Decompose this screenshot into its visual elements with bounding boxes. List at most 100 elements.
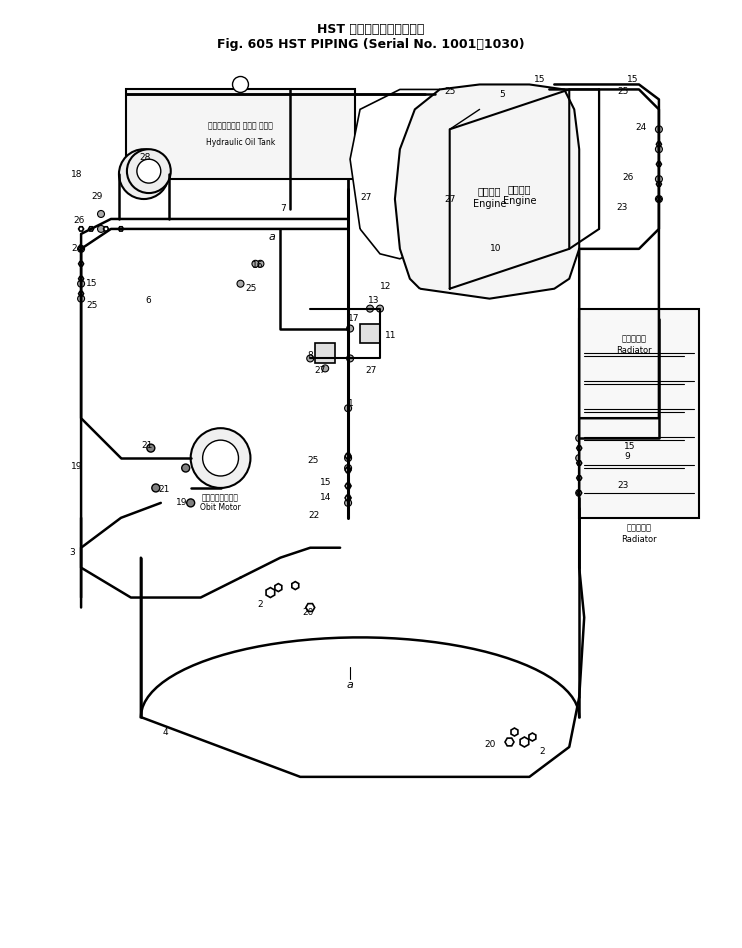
Text: 14: 14 [321, 493, 332, 502]
Text: 16: 16 [252, 262, 264, 270]
Bar [126, 89, 355, 179]
Text: 26: 26 [622, 173, 634, 182]
Text: オービットモータ: オービットモータ [202, 493, 239, 502]
Bar [580, 319, 689, 498]
Text: 12: 12 [380, 283, 391, 291]
Text: 20: 20 [485, 740, 496, 750]
Text: 6: 6 [146, 296, 151, 305]
Text: 24: 24 [71, 245, 82, 253]
Circle shape [347, 325, 354, 332]
Circle shape [322, 365, 329, 372]
Text: 10: 10 [490, 245, 501, 253]
Circle shape [78, 295, 85, 302]
Text: 25: 25 [86, 301, 97, 310]
Circle shape [655, 195, 663, 203]
Text: 22: 22 [308, 511, 320, 520]
Circle shape [306, 355, 314, 362]
Text: 25: 25 [444, 87, 456, 96]
Circle shape [576, 489, 582, 497]
Text: 3: 3 [69, 548, 75, 557]
Text: 9: 9 [624, 451, 630, 461]
Text: a: a [347, 681, 353, 690]
Circle shape [119, 149, 168, 199]
Text: 28: 28 [139, 153, 150, 162]
Circle shape [191, 428, 251, 488]
Text: 15: 15 [627, 75, 639, 84]
Text: Hydraulic Oil Tank: Hydraulic Oil Tank [206, 137, 275, 147]
Circle shape [367, 305, 373, 312]
Text: 15: 15 [86, 280, 97, 288]
Circle shape [344, 455, 352, 462]
Circle shape [344, 405, 352, 411]
Circle shape [376, 305, 384, 312]
Text: ハイドロリック オイル タンク: ハイドロリック オイル タンク [208, 121, 273, 131]
Circle shape [252, 261, 259, 267]
Circle shape [456, 191, 463, 197]
PathPatch shape [350, 89, 459, 259]
Text: 25: 25 [246, 284, 257, 293]
Circle shape [344, 465, 352, 471]
Text: ラジエータ: ラジエータ [622, 334, 646, 343]
Text: 4: 4 [162, 727, 168, 737]
Circle shape [182, 464, 190, 472]
Text: ラジエータ: ラジエータ [626, 523, 651, 532]
Text: 23: 23 [617, 482, 628, 490]
Text: 19: 19 [71, 462, 82, 470]
Text: 20: 20 [302, 608, 314, 617]
Circle shape [137, 159, 161, 183]
Text: a: a [269, 232, 276, 242]
Circle shape [655, 146, 663, 153]
Circle shape [232, 77, 249, 93]
Circle shape [147, 444, 155, 452]
Circle shape [257, 261, 264, 267]
Circle shape [78, 281, 85, 287]
Text: 19: 19 [176, 499, 187, 507]
Text: Engine: Engine [473, 199, 506, 209]
Text: 25: 25 [617, 87, 628, 96]
Text: 7: 7 [280, 205, 286, 213]
Text: 2: 2 [257, 600, 263, 609]
Circle shape [127, 149, 171, 193]
Circle shape [347, 355, 354, 362]
Circle shape [237, 281, 244, 287]
Text: 5: 5 [499, 90, 505, 99]
Text: 15: 15 [534, 75, 546, 84]
Text: 27: 27 [444, 194, 456, 204]
Text: 18: 18 [71, 170, 82, 178]
Text: Radiator: Radiator [621, 536, 657, 544]
Text: Fig. 605 HST PIPING (Serial No. 1001～1030): Fig. 605 HST PIPING (Serial No. 1001～103… [217, 38, 525, 51]
Circle shape [344, 500, 352, 506]
Text: 15: 15 [624, 442, 636, 450]
Text: 24: 24 [635, 123, 646, 132]
Circle shape [203, 440, 238, 476]
Text: 29: 29 [91, 191, 102, 201]
Text: エンジン: エンジン [478, 186, 502, 196]
Text: 23: 23 [616, 203, 628, 211]
Text: 25: 25 [307, 456, 318, 465]
Text: 15: 15 [321, 479, 332, 487]
Text: Obit Motor: Obit Motor [200, 503, 241, 512]
Circle shape [152, 484, 160, 492]
Text: 2: 2 [539, 747, 545, 757]
Circle shape [576, 434, 582, 442]
Circle shape [187, 499, 194, 507]
Circle shape [655, 126, 663, 133]
Circle shape [78, 246, 85, 252]
Circle shape [131, 162, 157, 187]
Circle shape [655, 175, 663, 183]
Circle shape [576, 455, 582, 462]
Text: 1: 1 [348, 399, 354, 408]
Circle shape [436, 191, 443, 197]
Text: 27: 27 [314, 366, 326, 374]
Bar [580, 309, 699, 518]
Text: 27: 27 [365, 366, 376, 374]
Text: エンジン: エンジン [508, 184, 531, 194]
Text: 27: 27 [360, 192, 372, 202]
Text: 26: 26 [73, 216, 85, 226]
Text: HST パイピング（適用号機: HST パイピング（適用号機 [318, 23, 424, 36]
Text: 17: 17 [348, 314, 360, 323]
Text: 11: 11 [385, 331, 396, 340]
Circle shape [476, 191, 483, 197]
Text: 8: 8 [307, 351, 313, 360]
Bar [360, 323, 380, 343]
